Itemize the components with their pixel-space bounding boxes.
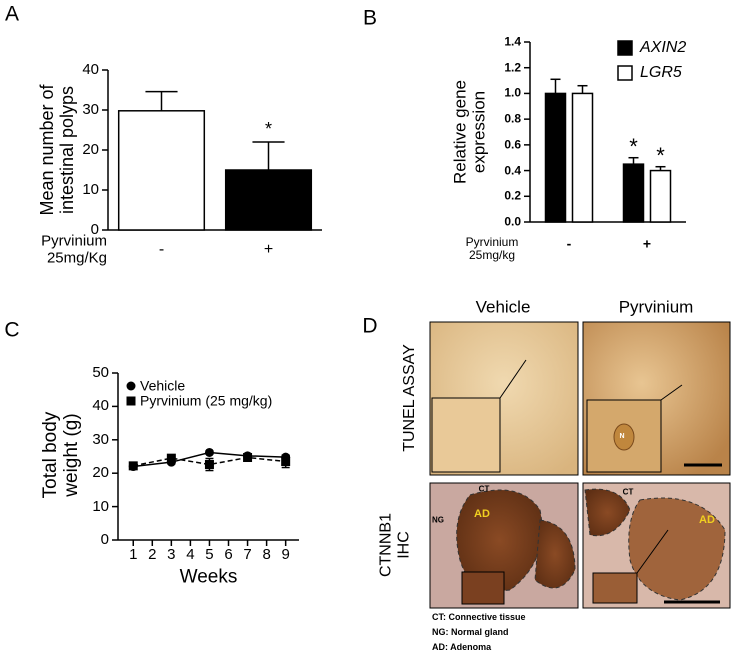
key-entry: NG: Normal gland <box>432 627 509 638</box>
column-header: Vehicle <box>475 297 531 317</box>
inset-pointer <box>660 384 683 401</box>
series-line <box>133 456 286 467</box>
row-label: TUNEL ASSAY <box>401 344 419 452</box>
x-tick-label: 4 <box>186 545 195 563</box>
bar <box>622 163 645 223</box>
inset <box>592 572 638 604</box>
adenoma <box>584 488 631 537</box>
panel-label: D <box>362 314 378 338</box>
image-label: CT <box>478 484 490 494</box>
legend-label: Pyrvinium (25 mg/kg) <box>140 392 273 409</box>
x-tick-label: 3 <box>167 545 176 563</box>
y-axis-label: Mean number of intestinal polyps <box>37 84 77 216</box>
marker <box>204 460 214 470</box>
panel-label: A <box>4 2 20 26</box>
x-axis-label: Weeks <box>179 566 238 588</box>
y-tick-label: 0.8 <box>504 111 521 126</box>
x-tick-label: 1 <box>129 545 138 563</box>
x-tick-label: 9 <box>281 545 290 563</box>
bar <box>571 92 594 223</box>
key-entry: CT: Connective tissue <box>432 612 526 623</box>
significance-mark: * <box>629 133 638 159</box>
y-tick-label: 1.2 <box>504 60 521 75</box>
y-tick-label: 10 <box>92 497 109 515</box>
legend-label: AXIN2 <box>640 39 687 57</box>
image-label: CT <box>622 487 634 497</box>
legend-marker <box>126 381 136 391</box>
marker <box>281 457 291 467</box>
y-tick-label: 30 <box>92 430 109 448</box>
y-tick-label: 20 <box>82 140 99 158</box>
x-tick-label: - <box>566 235 572 252</box>
image-label: AD <box>474 507 490 520</box>
y-tick-label: 0 <box>90 220 99 238</box>
y-tick-label: 0.6 <box>504 137 521 152</box>
adenoma <box>456 489 543 592</box>
x-tick-label: 7 <box>243 545 252 563</box>
y-tick-label: 20 <box>92 463 109 481</box>
significance-mark: * <box>264 119 273 140</box>
y-tick-label: 50 <box>92 363 109 381</box>
key-entry: AD: Adenoma <box>432 642 492 653</box>
marker <box>243 453 253 463</box>
adenoma <box>628 497 726 601</box>
y-tick-label: 0.2 <box>504 188 521 203</box>
y-tick-label: 1.0 <box>504 85 521 100</box>
bar <box>224 169 313 231</box>
inset <box>461 571 505 605</box>
legend-label: Vehicle <box>140 377 186 394</box>
inset <box>431 397 501 473</box>
x-tick-label: 6 <box>224 545 233 563</box>
bar <box>649 169 672 223</box>
x-tick-label: 5 <box>205 545 214 563</box>
y-tick-label: 40 <box>82 60 99 78</box>
y-tick-label: 0 <box>100 530 109 548</box>
y-axis-label: Total body weight (g) <box>40 411 82 499</box>
x-axis-label: Pyrvinium 25mg/kg <box>465 234 519 262</box>
x-tick-label: 8 <box>262 545 271 563</box>
y-tick-label: 30 <box>82 100 99 118</box>
panel-label: C <box>4 318 20 342</box>
marker <box>166 453 176 463</box>
x-tick-label: + <box>263 241 274 259</box>
x-tick-label: + <box>642 235 652 252</box>
inset-pointer <box>636 529 669 574</box>
y-tick-label: 0.4 <box>504 162 521 177</box>
significance-mark: * <box>656 142 665 168</box>
column-header: Pyrvinium <box>618 297 694 317</box>
y-axis-label: Relative gene expression <box>450 80 488 184</box>
legend-label: LGR5 <box>640 64 682 82</box>
row-label: CTNNB1 IHC <box>377 513 412 578</box>
adenoma <box>534 519 576 589</box>
inset-pointer <box>499 359 527 399</box>
x-axis-label: Pyrvinium 25mg/Kg <box>41 232 107 266</box>
marker <box>128 461 138 471</box>
y-tick-label: 1.4 <box>504 34 521 49</box>
image-label: AD <box>699 513 715 526</box>
legend-marker <box>126 396 136 406</box>
cell <box>613 423 635 451</box>
y-tick-label: 40 <box>92 397 109 415</box>
legend-swatch <box>617 40 633 56</box>
image-label: NG <box>432 515 444 525</box>
panel-label: B <box>362 6 378 30</box>
bar <box>544 92 567 223</box>
y-tick-label: 10 <box>82 180 99 198</box>
micrographs <box>429 321 731 609</box>
legend-swatch <box>617 65 633 81</box>
y-tick-label: 0.0 <box>504 214 521 229</box>
bar <box>117 110 206 231</box>
x-tick-label: - <box>158 241 165 259</box>
marker <box>204 447 214 457</box>
image-label: N <box>619 433 625 441</box>
x-tick-label: 2 <box>148 545 157 563</box>
